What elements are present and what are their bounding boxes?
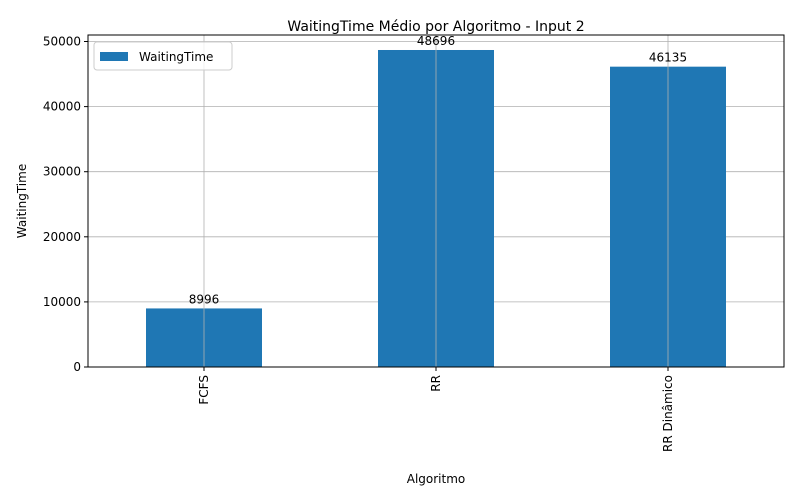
- data-label: 8996: [189, 292, 220, 306]
- x-axis-label: Algoritmo: [407, 472, 466, 486]
- data-labels: 8996 48696 46135: [189, 34, 687, 306]
- y-tick-label: 30000: [43, 165, 81, 179]
- y-tick-label: 40000: [43, 100, 81, 114]
- y-tick-label: 10000: [43, 295, 81, 309]
- chart-title: WaitingTime Médio por Algoritmo - Input …: [287, 19, 584, 35]
- legend-frame: [93, 41, 233, 71]
- x-tick-label: RR: [429, 375, 443, 392]
- legend: WaitingTime: [93, 41, 233, 71]
- y-tick-label: 20000: [43, 230, 81, 244]
- y-tick-label: 0: [73, 360, 81, 374]
- x-axis: FCFS RR RR Dinâmico: [197, 367, 675, 452]
- x-tick-label: FCFS: [197, 375, 211, 405]
- legend-label: WaitingTime: [139, 50, 213, 64]
- y-tick-label: 50000: [43, 35, 81, 49]
- legend-swatch: [100, 52, 128, 61]
- data-label: 48696: [417, 34, 455, 48]
- grid-over-bars: [203, 35, 669, 367]
- y-axis-label: WaitingTime: [15, 164, 29, 238]
- y-axis: 0 10000 20000 30000 40000 50000: [43, 35, 88, 374]
- data-label: 46135: [649, 51, 687, 65]
- x-tick-label: RR Dinâmico: [661, 375, 675, 452]
